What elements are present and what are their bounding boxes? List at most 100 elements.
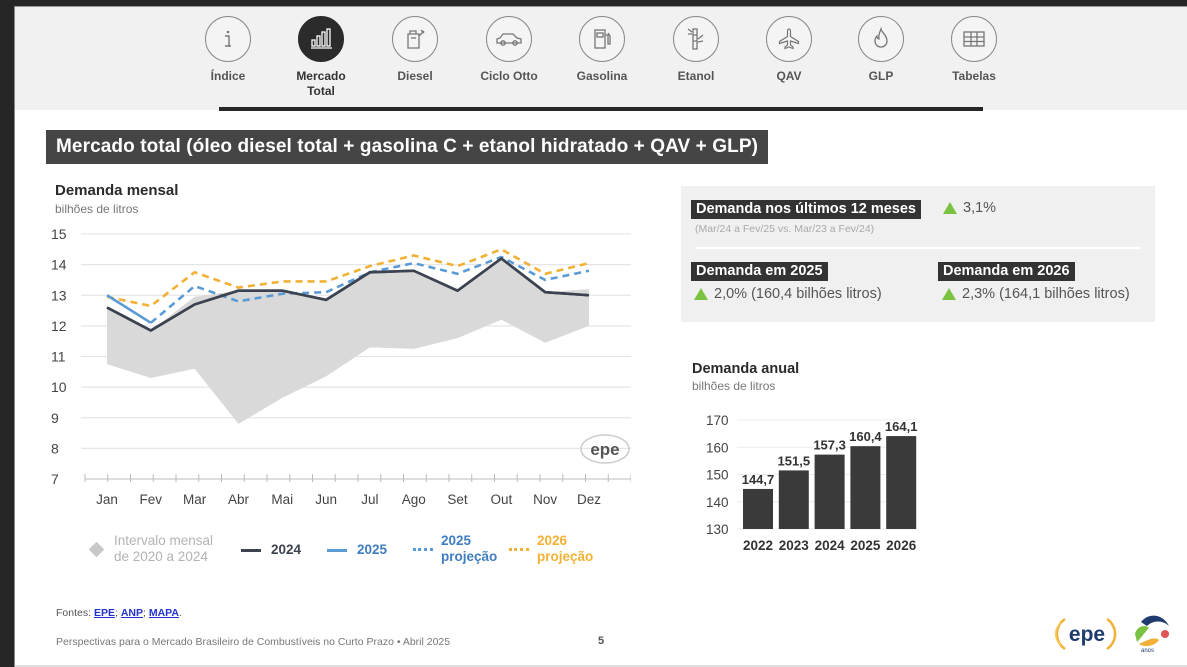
legend-line-2024	[241, 548, 261, 552]
nav-item-etanol[interactable]: Etanol	[656, 16, 736, 84]
y-tick-label: 13	[51, 287, 67, 303]
kpi-2026-value-text: 2,3% (164,1 bilhões litros)	[962, 286, 1130, 302]
car-icon	[486, 16, 532, 62]
legend-p2025-label-1: 2025	[441, 533, 472, 548]
bar-value-label: 164,1	[885, 419, 918, 434]
y-tick-label: 170	[706, 413, 729, 428]
legend-dots-2025	[413, 547, 433, 551]
annual-demand-chart: 130 140 150 160 170 144,7 2022 151,5 2023 157,3 20…	[706, 413, 918, 553]
watermark-ring	[580, 434, 630, 464]
epe-logo-text: epe	[1069, 623, 1105, 646]
bamboo-icon	[673, 16, 719, 62]
kpi-last12-value-text: 3,1%	[963, 200, 997, 216]
up-arrow-icon	[694, 288, 708, 300]
kpi-panel: Demanda nos últimos 12 meses 3,1% (Mar/2…	[681, 186, 1155, 322]
nav-active-underline	[219, 107, 983, 111]
bar-2022	[743, 488, 773, 529]
fuel-pump-icon	[579, 16, 625, 62]
nav-label: QAV	[776, 69, 802, 83]
up-arrow-icon	[942, 288, 956, 300]
kpi-2025-value: 2,0% (160,4 bilhões litros)	[694, 286, 882, 302]
nav-item-qav[interactable]: QAV	[749, 16, 829, 84]
legend-p2025-label-2: projeção	[441, 549, 498, 564]
legend-item-band: Intervalo mensal de 2020 a 2024	[88, 533, 213, 565]
monthly-chart-title: Demanda mensal	[55, 182, 179, 199]
diamond-icon	[88, 541, 105, 557]
bar-chart-icon	[298, 16, 344, 62]
slide-page: Índice Mercado Total Diesel Ciclo Otto G…	[14, 6, 1187, 667]
epe-watermark: epe	[590, 440, 619, 459]
monthly-demand-chart: 7 8 9 10 11 12 13 14 15 Jan Fev Mar Abr Mai Jun Jul Ago S…	[51, 226, 631, 507]
flame-icon	[858, 16, 904, 62]
y-tick-label: 9	[51, 410, 59, 426]
kpi-last12-value: 3,1%	[943, 200, 996, 216]
nav-item-ciclo-otto[interactable]: Ciclo Otto	[469, 16, 549, 84]
nav-item-tabelas[interactable]: Tabelas	[934, 16, 1014, 84]
table-icon	[951, 16, 997, 62]
nav-label: Ciclo Otto	[480, 69, 538, 83]
kpi-last12-note: (Mar/24 a Fev/25 vs. Mar/23 a Fev/24)	[695, 223, 875, 235]
y-tick-label: 160	[706, 440, 729, 455]
legend-band-label-2: de 2020 a 2024	[114, 549, 208, 564]
legend-item-2025-projection: 2025 projeção	[413, 533, 497, 565]
y-tick-label: 10	[51, 379, 67, 395]
x-tick-label: Mar	[183, 492, 207, 507]
x-tick-label: Ago	[402, 492, 426, 507]
x-tick-label: Nov	[533, 492, 557, 507]
legend-2024-label: 2024	[271, 542, 302, 557]
nav-item-glp[interactable]: GLP	[841, 16, 921, 84]
anniversary-logo: anos	[1127, 610, 1175, 654]
x-tick-label: Abr	[228, 492, 250, 507]
series-line-2026-projecao	[106, 248, 590, 308]
x-tick-label: Mai	[271, 492, 293, 507]
x-tick-label: 2023	[779, 538, 810, 553]
legend-2025-label: 2025	[357, 542, 388, 557]
series-line-2025	[106, 294, 152, 324]
nav-item-gasolina[interactable]: Gasolina	[562, 16, 642, 84]
source-link-mapa[interactable]: MAPA	[148, 607, 179, 619]
nav-item-mercado-total[interactable]: Mercado Total	[281, 16, 361, 99]
y-tick-label: 140	[706, 495, 729, 510]
up-arrow-icon	[943, 202, 957, 214]
sources: Fontes: EPE; ANP; MAPA.	[56, 607, 182, 619]
y-tick-label: 12	[51, 318, 67, 334]
info-icon	[205, 16, 251, 62]
x-tick-label: 2024	[815, 538, 846, 553]
x-tick-label: 2025	[850, 538, 881, 553]
nav-label: Etanol	[677, 69, 715, 83]
x-tick-label: 2026	[886, 538, 917, 553]
nav-item-diesel[interactable]: Diesel	[375, 16, 455, 84]
nav-label: GLP	[868, 69, 894, 83]
bar-2023	[778, 470, 809, 529]
y-tick-label: 11	[51, 349, 66, 365]
y-tick-label: 7	[51, 471, 59, 487]
page-number: 5	[598, 635, 605, 647]
source-link-anp[interactable]: ANP	[120, 607, 143, 619]
kpi-2025-label: Demanda em 2025	[691, 262, 828, 281]
bar-2024	[814, 454, 845, 529]
y-tick-label: 14	[51, 257, 67, 273]
fuel-can-icon	[392, 16, 438, 62]
section-title: Mercado total (óleo diesel total + gasol…	[46, 130, 769, 164]
x-tick-label: Set	[447, 492, 468, 507]
bar-2025	[850, 446, 881, 529]
source-link-epe[interactable]: EPE	[93, 607, 115, 619]
x-tick-label: Jan	[96, 492, 118, 507]
legend-item-2026-projection: 2026 projeção	[509, 533, 593, 565]
x-tick-label: Fev	[140, 492, 163, 507]
x-tick-label: Jun	[315, 492, 337, 507]
kpi-divider	[695, 247, 1141, 249]
nav-label: Mercado Total	[296, 69, 346, 98]
monthly-chart-legend: Intervalo mensal de 2020 a 2024 2024 202…	[88, 528, 671, 573]
nav-item-indice[interactable]: Índice	[188, 16, 268, 84]
legend-item-2024: 2024	[241, 542, 301, 558]
x-tick-label: Jul	[361, 492, 378, 507]
legend-p2026-label-2: projeção	[537, 549, 594, 564]
anniversary-text: anos	[1141, 648, 1154, 654]
series-line-2024-top	[106, 257, 590, 332]
top-navigation: Índice Mercado Total Diesel Ciclo Otto G…	[15, 6, 1187, 110]
bar-value-label: 144,7	[742, 472, 775, 487]
x-tick-label: Dez	[577, 492, 601, 507]
annual-chart-subtitle: bilhões de litros	[692, 379, 776, 393]
nav-label: Gasolina	[576, 69, 628, 83]
